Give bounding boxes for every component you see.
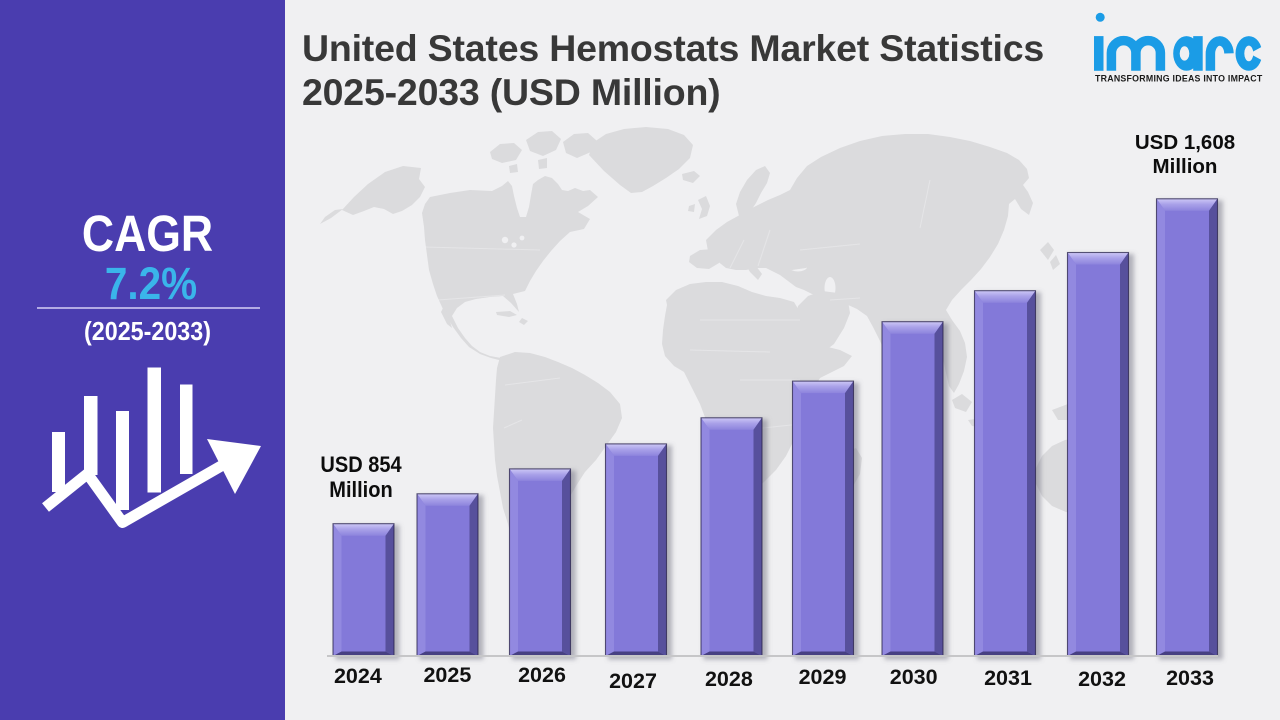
svg-text:TRANSFORMING IDEAS INTO IMPACT: TRANSFORMING IDEAS INTO IMPACT [1095, 74, 1263, 84]
